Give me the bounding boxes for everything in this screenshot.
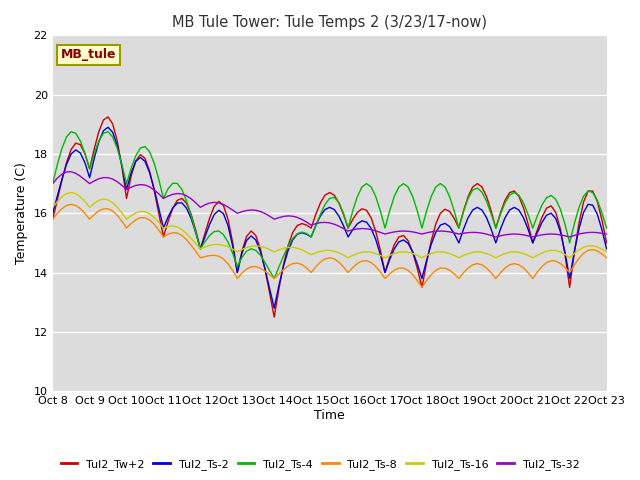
Tul2_Ts-2 <box>603 246 611 252</box>
Tul2_Ts-16 <box>182 230 190 236</box>
Tul2_Tw+2 <box>603 240 611 246</box>
Tul2_Ts-32 <box>49 180 56 186</box>
Line: Tul2_Ts-16: Tul2_Ts-16 <box>52 192 607 258</box>
Tul2_Ts-32 <box>603 231 611 237</box>
Text: MB_tule: MB_tule <box>61 48 116 61</box>
Tul2_Ts-2 <box>404 240 412 246</box>
Tul2_Ts-4 <box>432 184 440 190</box>
Tul2_Ts-4 <box>404 184 412 190</box>
Tul2_Ts-8 <box>182 237 190 242</box>
Tul2_Ts-32 <box>182 193 190 199</box>
Tul2_Tw+2 <box>294 223 301 228</box>
Line: Tul2_Ts-4: Tul2_Ts-4 <box>52 132 607 278</box>
Line: Tul2_Ts-32: Tul2_Ts-32 <box>52 172 607 237</box>
Y-axis label: Temperature (C): Temperature (C) <box>15 162 28 264</box>
Tul2_Ts-8 <box>575 255 582 261</box>
Tul2_Ts-4 <box>109 134 116 140</box>
Tul2_Ts-32 <box>109 176 116 182</box>
Line: Tul2_Tw+2: Tul2_Tw+2 <box>52 117 607 317</box>
Tul2_Ts-32 <box>399 228 407 234</box>
Tul2_Ts-32 <box>575 231 582 237</box>
Tul2_Ts-8 <box>603 255 611 261</box>
Tul2_Tw+2 <box>432 221 440 227</box>
Tul2_Ts-2 <box>575 226 582 232</box>
Line: Tul2_Ts-8: Tul2_Ts-8 <box>52 204 607 288</box>
Tul2_Ts-16 <box>432 250 440 255</box>
Tul2_Ts-32 <box>492 234 500 240</box>
Tul2_Ts-8 <box>399 265 407 271</box>
Tul2_Ts-8 <box>432 267 440 273</box>
Tul2_Ts-4 <box>67 129 75 134</box>
X-axis label: Time: Time <box>314 409 345 422</box>
Tul2_Ts-2 <box>109 130 116 135</box>
Tul2_Ts-2 <box>432 229 440 235</box>
Tul2_Tw+2 <box>270 314 278 320</box>
Tul2_Ts-2 <box>182 205 190 211</box>
Tul2_Ts-32 <box>67 169 75 175</box>
Tul2_Tw+2 <box>109 121 116 127</box>
Tul2_Ts-4 <box>182 198 190 204</box>
Tul2_Ts-4 <box>603 225 611 231</box>
Tul2_Ts-16 <box>344 255 352 261</box>
Tul2_Ts-32 <box>289 213 296 219</box>
Tul2_Ts-2 <box>270 305 278 311</box>
Tul2_Ts-4 <box>49 180 56 186</box>
Tul2_Ts-16 <box>289 244 296 250</box>
Tul2_Ts-16 <box>109 200 116 205</box>
Tul2_Ts-4 <box>270 276 278 281</box>
Tul2_Ts-2 <box>49 210 56 216</box>
Tul2_Tw+2 <box>182 201 190 206</box>
Tul2_Ts-16 <box>575 247 582 253</box>
Tul2_Ts-8 <box>49 216 56 222</box>
Line: Tul2_Ts-2: Tul2_Ts-2 <box>52 127 607 308</box>
Tul2_Ts-4 <box>575 205 582 211</box>
Tul2_Ts-2 <box>104 124 112 130</box>
Tul2_Ts-8 <box>67 202 75 207</box>
Title: MB Tule Tower: Tule Temps 2 (3/23/17-now): MB Tule Tower: Tule Temps 2 (3/23/17-now… <box>172 15 487 30</box>
Tul2_Ts-16 <box>404 250 412 255</box>
Tul2_Tw+2 <box>104 114 112 120</box>
Tul2_Tw+2 <box>575 221 582 227</box>
Tul2_Ts-8 <box>418 285 426 290</box>
Tul2_Ts-4 <box>294 231 301 237</box>
Tul2_Ts-16 <box>49 204 56 210</box>
Tul2_Ts-2 <box>294 231 301 237</box>
Tul2_Ts-16 <box>603 249 611 255</box>
Tul2_Ts-16 <box>67 190 75 195</box>
Tul2_Ts-8 <box>109 208 116 214</box>
Tul2_Ts-32 <box>428 229 435 235</box>
Tul2_Ts-8 <box>289 261 296 266</box>
Tul2_Tw+2 <box>404 238 412 244</box>
Tul2_Tw+2 <box>49 216 56 222</box>
Legend: Tul2_Tw+2, Tul2_Ts-2, Tul2_Ts-4, Tul2_Ts-8, Tul2_Ts-16, Tul2_Ts-32: Tul2_Tw+2, Tul2_Ts-2, Tul2_Ts-4, Tul2_Ts… <box>56 455 584 474</box>
